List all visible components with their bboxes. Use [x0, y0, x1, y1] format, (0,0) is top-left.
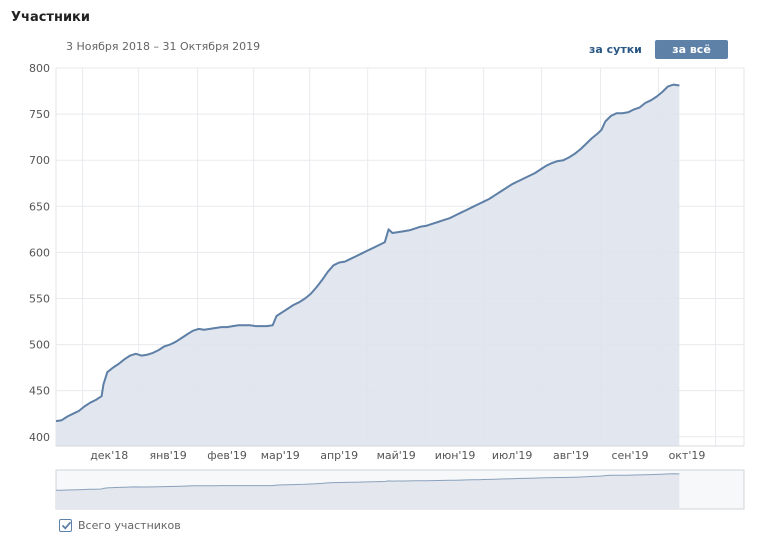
x-tick-label: сен'19 [611, 449, 648, 462]
x-tick-label: май'19 [377, 449, 416, 462]
y-tick-label: 650 [29, 200, 50, 213]
legend-checkbox[interactable] [59, 519, 72, 532]
navigator-line [56, 473, 680, 491]
x-tick-label: авг'19 [553, 449, 589, 462]
navigator-area [56, 473, 680, 509]
page-title: Участники [11, 10, 90, 25]
y-tick-label: 750 [29, 108, 50, 121]
y-tick-label: 500 [29, 339, 50, 352]
y-tick-label: 800 [29, 62, 50, 75]
series-line [55, 83, 680, 423]
legend: Всего участников [59, 519, 181, 532]
range-navigator[interactable] [55, 469, 745, 510]
x-tick-label: дек'18 [90, 449, 128, 462]
date-range: 3 Ноября 2018 – 31 Октября 2019 [66, 40, 261, 53]
y-tick-label: 600 [29, 246, 50, 259]
x-tick-label: июл'19 [492, 449, 532, 462]
y-tick-label: 450 [29, 385, 50, 398]
y-tick-label: 700 [29, 154, 50, 167]
y-tick-label: 550 [29, 292, 50, 305]
range-day-button[interactable]: за сутки [589, 43, 642, 56]
x-tick-label: фев'19 [207, 449, 247, 462]
x-tick-label: янв'19 [149, 449, 186, 462]
x-tick-label: июн'19 [435, 449, 476, 462]
y-tick-label: 400 [29, 431, 50, 444]
checkmark-icon [61, 521, 72, 530]
x-tick-label: окт'19 [669, 449, 706, 462]
legend-label: Всего участников [78, 519, 181, 532]
series-area [56, 84, 680, 446]
x-tick-label: мар'19 [261, 449, 300, 462]
plot-area: 400 450 500 550 600 650 700 750 800 дек'18 янв'19 ф… [29, 62, 745, 462]
x-tick-label: апр'19 [320, 449, 358, 462]
